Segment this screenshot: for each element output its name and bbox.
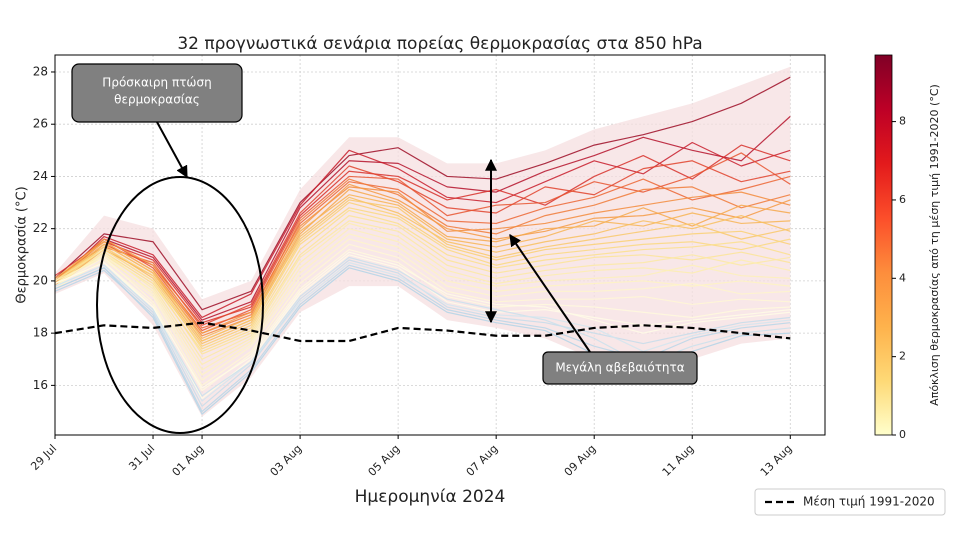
scenario-line [54,243,791,386]
scenario-line [54,183,791,334]
uncertainty-band [55,66,791,417]
x-tick-label: 01 Aug [170,442,207,479]
scenario-line [54,178,791,334]
legend-box [754,488,946,516]
scenario-line [54,199,791,342]
colorbar-tick-label: 6 [899,193,906,206]
colorbar-tick-label: 8 [899,115,906,128]
annotation-text: θερμοκρασίας [114,93,200,107]
colorbar-tick-label: 2 [899,350,906,363]
scenario-line [54,76,791,311]
scenario-line [54,194,791,339]
arrow [509,234,591,353]
x-tick-label: 13 Aug [758,442,795,479]
colorbar-tick-label: 0 [899,428,906,441]
scenario-line [54,228,791,371]
colorbar-tick-label: 4 [899,271,906,284]
scenario-line [54,207,791,350]
annotation-text: Μεγάλη αβεβαιότητα [555,361,684,375]
x-axis-label: Ημερομηνία 2024 [355,487,506,507]
y-tick-label: 22 [33,221,48,235]
y-tick-label: 26 [33,117,48,131]
scenario-line [54,251,791,389]
mean-line [54,321,791,343]
scenario-line [54,141,791,319]
y-axis-label: Θερμοκρασία (°C) [15,186,30,303]
scenario-line [54,215,791,355]
scenario-line [54,262,791,402]
y-tick-label: 24 [33,169,48,183]
x-tick-label: 09 Aug [562,442,599,479]
x-tick-label: 05 Aug [366,442,403,479]
x-tick-label: 03 Aug [268,442,305,479]
annotation-box [542,351,698,385]
y-tick-label: 28 [33,64,48,78]
chart-title: 32 προγνωστικά σενάρια πορείας θερμοκρασ… [177,34,702,54]
scenario-line [54,144,791,324]
y-tick-label: 16 [33,378,48,392]
colorbar [874,54,893,436]
legend-label: Μέση τιμή 1991-2020 [803,495,935,509]
y-tick-label: 18 [33,326,48,340]
scenario-line [54,233,791,376]
plot-frame [54,54,826,436]
scenario-line [54,201,791,347]
scenario-line [54,196,791,345]
annotation-text: Πρόσκαιρη πτώση [102,76,211,90]
x-tick-label: 07 Aug [464,442,501,479]
x-tick-label: 31 Jul [126,442,157,473]
scenario-line [54,115,791,321]
y-tick-label: 20 [33,273,48,287]
x-tick-label: 11 Aug [660,442,697,479]
scenario-line [54,264,791,413]
scenario-line [54,175,791,329]
x-tick-label: 29 Jul [28,442,59,473]
scenario-line [54,220,791,360]
arrow [156,121,188,179]
scenario-line [54,238,791,381]
annotation-box [71,63,243,123]
colorbar-label: Απόκλιση θερμοκρασίας από τη μέση τιμή 1… [928,84,941,406]
scenario-line [54,188,791,342]
